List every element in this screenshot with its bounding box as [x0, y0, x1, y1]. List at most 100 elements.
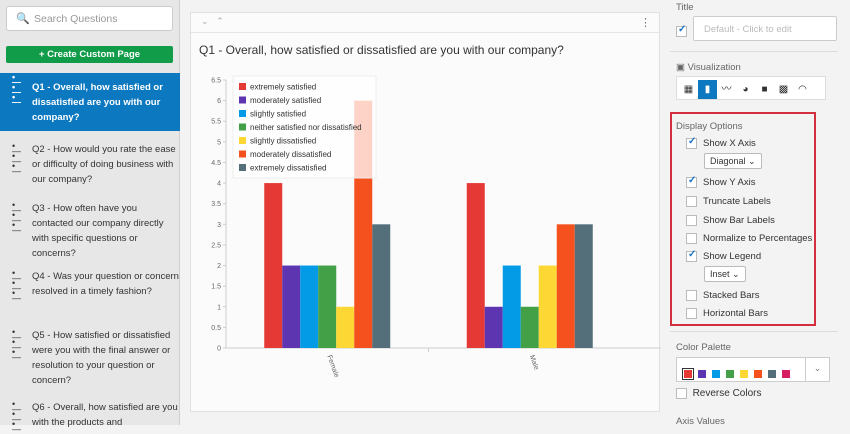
- option-label: Show Y Axis: [703, 177, 756, 189]
- create-custom-page-button[interactable]: + Create Custom Page: [6, 46, 173, 63]
- divider: [670, 51, 838, 52]
- sidebar-item-q4[interactable]: • — • — • — Q4 - Was your question or conce…: [0, 268, 180, 303]
- move-up-icon[interactable]: ⌃: [216, 16, 224, 26]
- sidebar-item-q1[interactable]: • — • — • — Q1 - Overall, how satisfied or …: [0, 73, 180, 131]
- display-options-label: Display Options: [676, 121, 743, 132]
- option-show-x-axis[interactable]: Show X Axis: [686, 136, 756, 150]
- option-horizontal-bars[interactable]: Horizontal Bars: [686, 308, 768, 319]
- option-label: Horizontal Bars: [703, 308, 768, 320]
- checkbox[interactable]: [676, 388, 687, 399]
- bar: [538, 265, 557, 348]
- legend-label: extremely satisfied: [250, 83, 316, 92]
- x-axis-select[interactable]: Diagonal ⌄: [704, 153, 762, 169]
- list-icon: • — • — • —: [12, 141, 21, 176]
- legend-label: extremely dissatisfied: [250, 164, 326, 173]
- search-placeholder: Search Questions: [34, 13, 118, 25]
- palette-swatch: [782, 370, 790, 378]
- option-show-bar-labels[interactable]: Show Bar Labels: [686, 215, 775, 226]
- gauge-icon[interactable]: ◠: [798, 84, 807, 95]
- pie-chart-icon[interactable]: ◕: [742, 84, 749, 95]
- divider: [670, 331, 838, 332]
- checkbox[interactable]: [686, 175, 697, 188]
- option-truncate-labels[interactable]: Truncate Labels: [686, 196, 771, 207]
- list-icon: • — • — • —: [12, 268, 21, 303]
- checkbox[interactable]: [686, 233, 697, 244]
- y-tick-label: 1.5: [211, 284, 221, 291]
- y-tick-label: 5: [217, 139, 221, 146]
- checkbox[interactable]: [686, 249, 697, 262]
- breakdown-bar-icon[interactable]: ■: [761, 84, 768, 95]
- checkbox[interactable]: [686, 136, 697, 149]
- select-value: Inset: [710, 269, 730, 279]
- bar: [264, 183, 283, 348]
- visualization-icon: ▣: [676, 62, 685, 73]
- move-down-icon[interactable]: ⌄: [201, 16, 209, 26]
- bar: [300, 265, 319, 348]
- visualization-label: ▣ Visualization: [676, 62, 741, 73]
- checkbox[interactable]: [686, 215, 697, 226]
- heatmap-icon[interactable]: ▩: [778, 84, 789, 95]
- bar: [574, 224, 593, 348]
- title-checkbox[interactable]: [676, 24, 687, 38]
- y-tick-label: 0.5: [211, 325, 221, 332]
- y-tick-label: 5.5: [211, 119, 221, 126]
- y-tick-label: 1: [217, 304, 221, 311]
- bar-chart: 0 0.5 1 1.5 2 2.5 3 3.5 4 4.5 5 5.5 6 6.5 Female Male ex…: [211, 75, 661, 379]
- legend-label: moderately satisfied: [250, 96, 321, 105]
- legend-swatch: [239, 123, 246, 131]
- visualization-text: Visualization: [687, 62, 741, 73]
- axis-values-label: Axis Values: [676, 416, 725, 427]
- legend-swatch: [239, 96, 246, 104]
- checkbox[interactable]: [686, 290, 697, 301]
- search-icon: 🔍: [16, 13, 30, 25]
- bar: [336, 306, 355, 348]
- y-tick-label: 4: [217, 181, 221, 188]
- palette-swatches: [682, 365, 796, 382]
- more-options-icon[interactable]: ⋮: [640, 17, 651, 29]
- option-normalize[interactable]: Normalize to Percentages: [686, 233, 812, 244]
- palette-swatch: [768, 370, 776, 378]
- option-stacked-bars[interactable]: Stacked Bars: [686, 290, 760, 301]
- legend-label: slightly dissatisfied: [250, 137, 316, 146]
- checkbox[interactable]: [686, 196, 697, 207]
- y-tick-label: 4.5: [211, 160, 221, 167]
- title-input[interactable]: Default - Click to edit: [693, 16, 837, 41]
- list-icon: • — • — • —: [12, 327, 21, 362]
- palette-swatch: [682, 368, 694, 380]
- search-input[interactable]: 🔍 Search Questions: [6, 6, 173, 31]
- sidebar-item-q5[interactable]: • — • — • — Q5 - How satisfied or dissatisf…: [0, 328, 180, 388]
- line-chart-icon[interactable]: 〰: [721, 84, 732, 95]
- option-show-y-axis[interactable]: Show Y Axis: [686, 175, 756, 189]
- y-tick-label: 2.5: [211, 242, 221, 249]
- sidebar-item-q3[interactable]: • — • — • — Q3 - How often have you contact…: [0, 201, 180, 261]
- title-label: Title: [676, 2, 694, 13]
- visualization-picker: ▦ ▮ 〰 ◕ ■ ▩ ◠: [676, 76, 826, 100]
- color-palette-label: Color Palette: [676, 342, 731, 353]
- color-palette-select[interactable]: ⌄: [676, 357, 830, 382]
- sidebar: 🔍 Search Questions + Create Custom Page …: [0, 0, 180, 434]
- legend-label: slightly satisfied: [250, 110, 306, 119]
- option-label: Show Legend: [703, 251, 762, 263]
- legend-swatch: [239, 83, 246, 90]
- bar: [318, 265, 337, 348]
- item-label: Q1 - Overall, how satisfied or dissatisf…: [32, 82, 163, 123]
- item-label: Q2 - How would you rate the ease or diff…: [32, 144, 176, 185]
- option-show-legend[interactable]: Show Legend: [686, 249, 762, 263]
- chevron-down-icon[interactable]: ⌄: [805, 358, 829, 381]
- y-tick-label: 3: [217, 222, 221, 229]
- sidebar-item-q6[interactable]: • — • — • — Q6 - Overall, how satisfied are…: [0, 400, 180, 434]
- chevron-down-icon: ⌄: [732, 269, 740, 279]
- select-value: Diagonal: [710, 156, 746, 166]
- table-icon[interactable]: ▦: [683, 84, 694, 95]
- legend-select[interactable]: Inset ⌄: [704, 266, 746, 282]
- sidebar-item-q2[interactable]: • — • — • — Q2 - How would you rate the eas…: [0, 142, 180, 187]
- checkbox[interactable]: [686, 308, 697, 319]
- item-label: Q3 - How often have you contacted our co…: [32, 203, 164, 259]
- reverse-colors-option[interactable]: Reverse Colors: [676, 388, 761, 399]
- palette-swatch: [740, 370, 748, 378]
- option-label: Show X Axis: [703, 138, 756, 150]
- chart-card: ⌄ ⌃ ⋮ Q1 - Overall, how satisfied or dis…: [190, 12, 661, 412]
- bar: [520, 306, 539, 348]
- bar-chart-icon[interactable]: ▮: [698, 80, 717, 99]
- bar: [466, 183, 485, 348]
